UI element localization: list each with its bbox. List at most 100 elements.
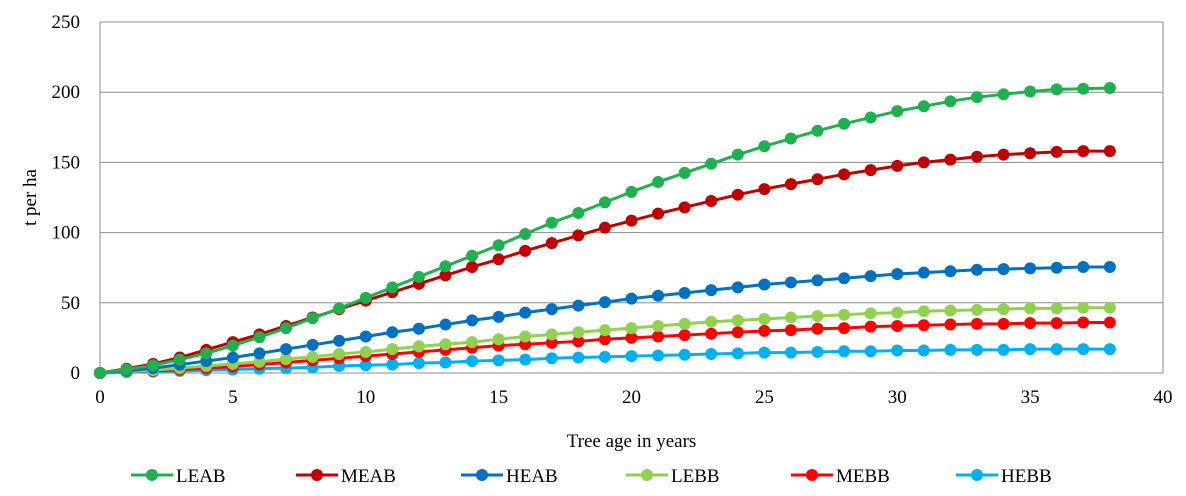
- data-point: [864, 307, 877, 320]
- data-point: [944, 304, 957, 317]
- legend-swatch-marker: [806, 469, 818, 481]
- data-point: [1077, 316, 1090, 329]
- data-point: [838, 308, 851, 321]
- legend-item-leab: LEAB: [131, 466, 226, 487]
- data-point: [572, 206, 585, 219]
- data-point: [598, 324, 611, 337]
- data-point: [864, 320, 877, 333]
- data-point: [731, 314, 744, 327]
- data-point: [917, 344, 930, 357]
- y-axis-title: t per ha: [20, 168, 41, 226]
- legend-swatch-marker: [971, 469, 983, 481]
- data-point: [811, 173, 824, 186]
- data-point: [466, 355, 479, 368]
- y-tick-label: 200: [52, 82, 81, 103]
- data-point: [970, 343, 983, 356]
- data-point: [466, 260, 479, 273]
- data-point: [386, 281, 399, 294]
- data-point: [970, 317, 983, 330]
- data-point: [572, 351, 585, 364]
- series-layer: [94, 81, 1116, 379]
- data-point: [891, 306, 904, 319]
- data-point: [1077, 343, 1090, 356]
- legend-label: MEBB: [836, 466, 890, 487]
- data-point: [572, 229, 585, 242]
- data-point: [1050, 83, 1063, 96]
- data-point: [997, 88, 1010, 101]
- x-tick-label: 10: [356, 387, 375, 408]
- data-point: [838, 168, 851, 181]
- data-point: [625, 350, 638, 363]
- data-point: [519, 244, 532, 257]
- data-point: [519, 306, 532, 319]
- data-point: [758, 140, 771, 153]
- data-point: [838, 345, 851, 358]
- data-point: [678, 317, 691, 330]
- data-point: [412, 270, 425, 283]
- legend-swatch-marker: [311, 469, 323, 481]
- data-point: [1077, 301, 1090, 314]
- data-point: [545, 336, 558, 349]
- data-point: [784, 132, 797, 145]
- data-point: [598, 221, 611, 234]
- data-point: [1103, 301, 1116, 314]
- data-point: [891, 268, 904, 281]
- data-point: [598, 333, 611, 346]
- data-point: [838, 322, 851, 335]
- legend-item-heab: HEAB: [461, 466, 558, 487]
- data-point: [492, 354, 505, 367]
- data-point: [652, 176, 665, 189]
- data-point: [466, 336, 479, 349]
- data-point: [784, 324, 797, 337]
- data-point: [838, 272, 851, 285]
- data-point: [917, 305, 930, 318]
- data-point: [492, 310, 505, 323]
- data-point: [545, 237, 558, 250]
- y-tick-label: 50: [61, 293, 80, 314]
- data-point: [1024, 262, 1037, 275]
- gridlines: [100, 21, 1163, 304]
- data-point: [598, 350, 611, 363]
- data-point: [1050, 261, 1063, 274]
- data-point: [917, 266, 930, 279]
- data-point: [997, 148, 1010, 161]
- data-point: [997, 317, 1010, 330]
- data-point: [333, 334, 346, 347]
- data-point: [226, 339, 239, 352]
- legend-item-mebb: MEBB: [791, 466, 890, 487]
- data-point: [1050, 343, 1063, 356]
- data-point: [492, 239, 505, 252]
- data-point: [678, 201, 691, 214]
- data-point: [891, 344, 904, 357]
- data-point: [970, 263, 983, 276]
- legend-label: MEAB: [341, 466, 396, 487]
- data-point: [758, 183, 771, 196]
- data-point: [997, 263, 1010, 276]
- data-point: [758, 346, 771, 359]
- data-point: [519, 228, 532, 241]
- data-point: [439, 338, 452, 351]
- data-point: [731, 188, 744, 201]
- data-point: [120, 363, 133, 376]
- data-point: [678, 348, 691, 361]
- data-point: [226, 351, 239, 364]
- data-point: [944, 95, 957, 108]
- legend-swatch-marker: [146, 469, 158, 481]
- data-point: [864, 164, 877, 177]
- data-point: [1024, 343, 1037, 356]
- y-tick-labels: 0 50 100 150 200 250: [52, 12, 81, 384]
- data-point: [1024, 85, 1037, 98]
- data-point: [306, 312, 319, 325]
- data-point: [200, 347, 213, 360]
- data-point: [811, 124, 824, 137]
- data-point: [731, 347, 744, 360]
- data-point: [864, 111, 877, 124]
- legend-swatch-marker: [476, 469, 488, 481]
- x-tick-label: 35: [1021, 387, 1040, 408]
- data-point: [386, 326, 399, 339]
- data-point: [253, 331, 266, 344]
- data-point: [997, 303, 1010, 316]
- data-point: [1024, 302, 1037, 315]
- legend-item-hebb: HEBB: [956, 466, 1052, 487]
- data-point: [678, 166, 691, 179]
